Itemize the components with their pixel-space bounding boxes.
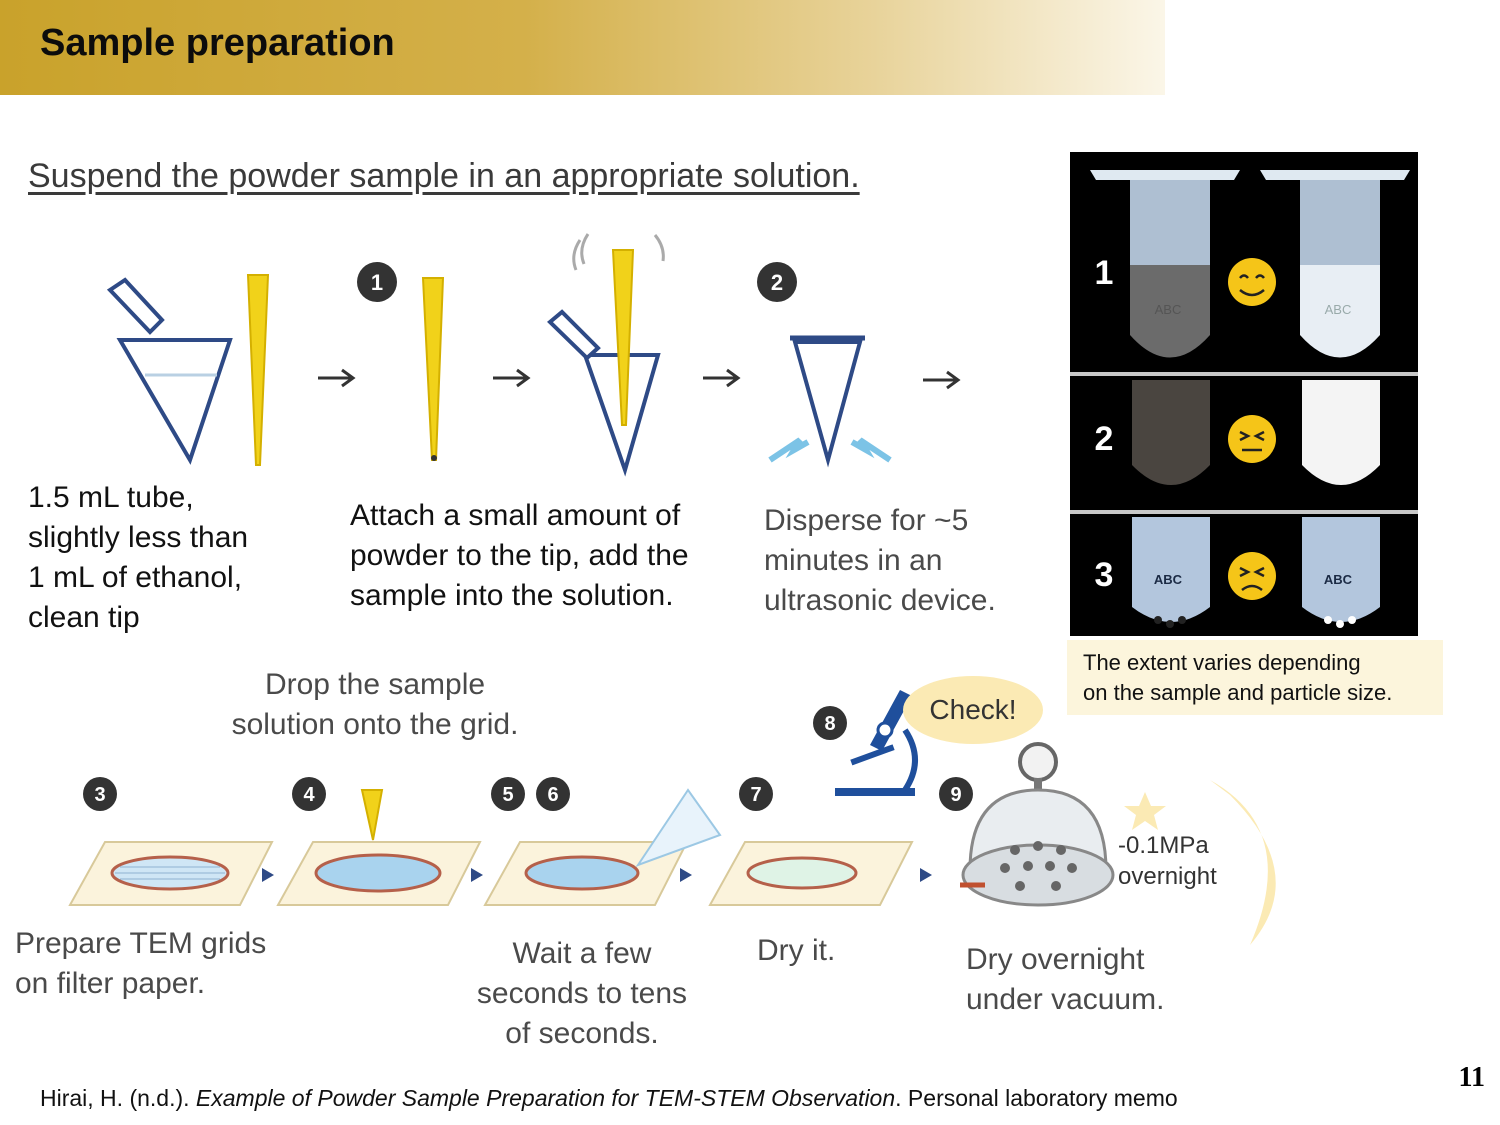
caption-line: Drop the sample — [264, 668, 486, 701]
tube-pair-row-3: ABC ABC — [1132, 517, 1380, 628]
frustrated-face-icon — [1228, 415, 1276, 463]
caption-disperse: Disperse for ~5 minutes in an ultrasonic… — [764, 501, 996, 621]
citation-title: Example of Powder Sample Preparation for… — [195, 1085, 896, 1111]
caption-line: Wait a few — [512, 937, 652, 970]
citation-rest: . Personal laboratory memo — [895, 1085, 1178, 1111]
step-number-4: 4 — [303, 784, 315, 806]
note-line: The extent varies depending — [1083, 650, 1361, 675]
moon-icon — [1210, 780, 1276, 945]
caption-line: of seconds. — [505, 1017, 659, 1050]
unhappy-face-icon — [1228, 552, 1276, 600]
note-line: on the sample and particle size. — [1083, 680, 1393, 705]
slide-title: Sample preparation — [40, 22, 395, 64]
caption-line: 1.5 mL tube, — [28, 481, 194, 514]
caption-overnight: Dry overnight under vacuum. — [966, 940, 1164, 1020]
arrow-icon — [471, 868, 483, 882]
row-number-1: 1 — [1095, 254, 1114, 292]
caption-line: Disperse for ~5 — [764, 504, 969, 537]
arrow-icon — [703, 368, 741, 388]
caption-attach: Attach a small amount of powder to the t… — [350, 496, 689, 616]
caption-line: minutes in an — [764, 544, 943, 577]
arrow-icon — [493, 368, 531, 388]
tube-pair-row-1: ABC ABC — [1090, 170, 1410, 358]
row-number-3: 3 — [1095, 556, 1114, 594]
filter-paper-grid-5-6 — [483, 788, 722, 906]
step-number-7: 7 — [750, 784, 761, 806]
step-number-5: 5 — [502, 784, 513, 806]
tube-label: ABC — [1155, 302, 1182, 317]
check-bubble: Check! — [903, 676, 1043, 744]
bottom-steps-illustration: 3 4 5 6 7 8 9 Check! — [68, 676, 1276, 945]
arrow-icon — [318, 368, 356, 388]
vacuum-pressure-label: -0.1MPa — [1118, 832, 1209, 859]
caption-dry: Dry it. — [757, 931, 835, 971]
caption-line: Prepare TEM grids — [15, 927, 267, 960]
step-number-3: 3 — [94, 784, 105, 806]
caption-drop: Drop the sample solution onto the grid. — [205, 665, 545, 745]
filter-paper-grid-4 — [276, 789, 482, 906]
tube-with-tip-icon — [547, 233, 665, 477]
slide-subtitle: Suspend the powder sample in an appropri… — [28, 157, 860, 195]
caption-line: Attach a small amount of — [350, 499, 681, 532]
caption-tube: 1.5 mL tube, slightly less than 1 mL of … — [28, 478, 248, 638]
step-number-9: 9 — [950, 784, 961, 806]
tube-label: ABC — [1325, 302, 1352, 317]
top-steps-illustration: 1 2 — [106, 233, 961, 477]
caption-line: 1 mL of ethanol, — [28, 561, 243, 594]
check-label: Check! — [929, 694, 1016, 725]
citation-author: Hirai, H. (n.d.). — [40, 1085, 196, 1111]
tube-label: ABC — [1154, 572, 1183, 587]
microscope-icon — [835, 690, 918, 796]
caption-line: Dry it. — [757, 934, 836, 967]
filter-paper-grid-7 — [708, 841, 914, 906]
tube-icon — [106, 277, 233, 465]
caption-line: sample into the solution. — [350, 579, 674, 612]
star-icon — [1124, 792, 1166, 830]
tube-pair-row-2 — [1132, 380, 1380, 485]
row-number-2: 2 — [1095, 420, 1114, 458]
title-bar — [0, 0, 1165, 95]
caption-line: powder to the tip, add the — [350, 539, 689, 572]
page-number: 11 — [1458, 1062, 1485, 1093]
vacuum-time-label: overnight — [1118, 863, 1217, 890]
tube-label: ABC — [1324, 572, 1353, 587]
arrow-icon — [920, 868, 932, 882]
step-number-1: 1 — [371, 270, 383, 295]
dispersion-photo: ABC ABC 1 2 ABC ABC 3 — [1070, 152, 1418, 636]
caption-line: Dry overnight — [966, 943, 1145, 976]
pipette-tip-icon — [246, 274, 270, 466]
pipette-tip-powder-icon — [421, 277, 445, 461]
caption-wait: Wait a few seconds to tens of seconds. — [452, 934, 712, 1054]
vacuum-desiccator-icon — [960, 742, 1115, 907]
note-text: The extent varies depending on the sampl… — [1083, 648, 1392, 708]
filter-paper-grid-3 — [68, 841, 274, 906]
arrow-icon — [262, 868, 274, 882]
step-number-8: 8 — [824, 713, 835, 735]
arrow-icon — [680, 868, 692, 882]
step-number-2: 2 — [771, 270, 783, 295]
smiling-face-icon — [1228, 258, 1276, 306]
caption-line: under vacuum. — [966, 983, 1165, 1016]
caption-prepare: Prepare TEM grids on filter paper. — [15, 924, 266, 1004]
caption-line: slightly less than — [28, 521, 249, 554]
caption-line: ultrasonic device. — [764, 584, 996, 617]
caption-line: clean tip — [28, 601, 140, 634]
note-box — [1067, 640, 1443, 715]
caption-line: seconds to tens — [476, 977, 688, 1010]
caption-line: solution onto the grid. — [231, 708, 519, 741]
caption-line: on filter paper. — [15, 967, 206, 1000]
citation: Hirai, H. (n.d.). Example of Powder Samp… — [40, 1085, 1178, 1112]
step-number-6: 6 — [547, 784, 558, 806]
ultrasonic-tube-icon — [768, 335, 892, 468]
arrow-icon — [923, 370, 961, 390]
